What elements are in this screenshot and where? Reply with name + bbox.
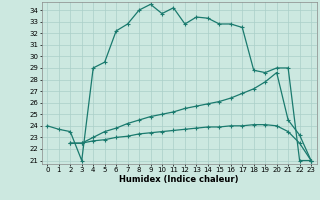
X-axis label: Humidex (Indice chaleur): Humidex (Indice chaleur) [119, 175, 239, 184]
